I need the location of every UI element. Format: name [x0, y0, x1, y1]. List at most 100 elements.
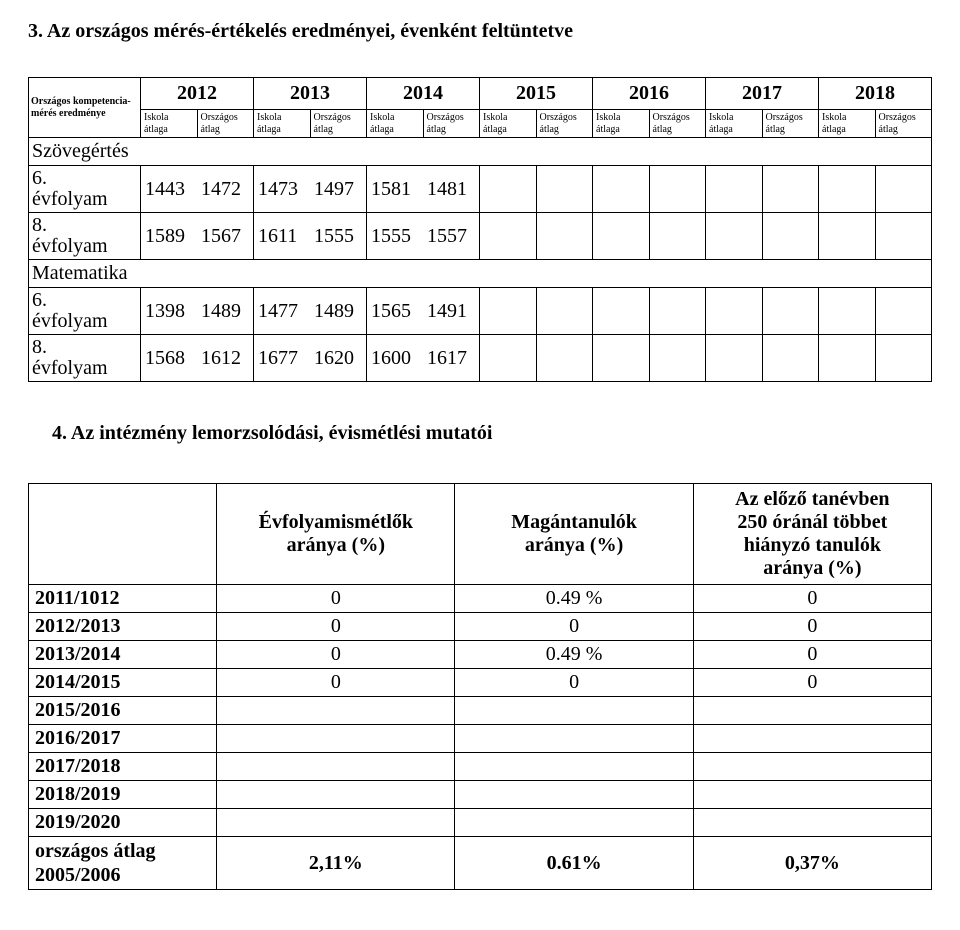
t2-value [693, 781, 931, 809]
t2-value: 0 [455, 613, 693, 641]
t1-value [536, 288, 593, 335]
t1-value [593, 213, 650, 260]
t2-footer-value: 0,37% [693, 837, 931, 890]
t2-value: 0 [217, 613, 455, 641]
t2-value [455, 697, 693, 725]
t1-value: 1398 [141, 288, 198, 335]
t1-value [706, 288, 763, 335]
dropout-table: Évfolyamismétlőkaránya (%)Magántanulókar… [28, 483, 932, 890]
t1-value [762, 288, 819, 335]
t2-empty-header [29, 484, 217, 585]
t1-value: 1477 [254, 288, 311, 335]
t2-row-label: 2019/2020 [29, 809, 217, 837]
t1-grade: 8.évfolyam [29, 213, 141, 260]
t2-value: 0.49 % [455, 641, 693, 669]
t1-value: 1600 [367, 335, 424, 382]
t2-value: 0 [455, 669, 693, 697]
t2-row-label: 2011/1012 [29, 585, 217, 613]
t1-subject: Matematika [29, 260, 932, 288]
t1-value: 1581 [367, 166, 424, 213]
t1-value: 1473 [254, 166, 311, 213]
section4-title: 4. Az intézmény lemorzsolódási, évismétl… [52, 422, 932, 445]
t1-value [536, 213, 593, 260]
t1-value [819, 166, 876, 213]
t1-value: 1443 [141, 166, 198, 213]
t2-value: 0 [217, 641, 455, 669]
t1-subheader: Iskola átlaga [144, 112, 194, 135]
t1-value: 1489 [197, 288, 254, 335]
t2-value [217, 753, 455, 781]
t2-value [693, 809, 931, 837]
t1-subheader: Országos átlag [427, 112, 477, 135]
t1-value: 1497 [310, 166, 367, 213]
t1-value: 1557 [423, 213, 480, 260]
t1-value: 1568 [141, 335, 198, 382]
t1-subheader: Országos átlag [653, 112, 703, 135]
t2-value [455, 725, 693, 753]
t2-row-label: 2017/2018 [29, 753, 217, 781]
t1-value [480, 288, 537, 335]
t1-value: 1491 [423, 288, 480, 335]
t1-year: 2016 [593, 78, 706, 110]
t1-value: 1620 [310, 335, 367, 382]
t1-value [762, 213, 819, 260]
t2-value: 0 [693, 585, 931, 613]
t1-value [819, 335, 876, 382]
t2-column-header: Magántanulókaránya (%) [455, 484, 693, 585]
t1-value [593, 166, 650, 213]
t1-value [875, 335, 932, 382]
t1-year: 2012 [141, 78, 254, 110]
t1-subheader: Országos átlag [314, 112, 364, 135]
t1-grade: 6.évfolyam [29, 166, 141, 213]
t1-grade: 6.évfolyam [29, 288, 141, 335]
t1-value: 1567 [197, 213, 254, 260]
t1-value: 1555 [310, 213, 367, 260]
t2-footer-label: országos átlag2005/2006 [29, 837, 217, 890]
t2-value [455, 809, 693, 837]
t2-value [693, 725, 931, 753]
t1-value [536, 166, 593, 213]
t1-year: 2017 [706, 78, 819, 110]
t1-subheader: Iskola átlaga [257, 112, 307, 135]
t2-value: 0.49 % [455, 585, 693, 613]
t1-year: 2013 [254, 78, 367, 110]
t1-value [536, 335, 593, 382]
section3-title: 3. Az országos mérés-értékelés eredménye… [28, 20, 932, 43]
t1-value [875, 213, 932, 260]
t1-value [819, 288, 876, 335]
t1-value: 1611 [254, 213, 311, 260]
t1-value: 1589 [141, 213, 198, 260]
t2-value: 0 [217, 585, 455, 613]
t2-value: 0 [693, 613, 931, 641]
t1-value: 1472 [197, 166, 254, 213]
t1-subject: Szövegértés [29, 138, 932, 166]
t1-value [649, 288, 706, 335]
t1-value [819, 213, 876, 260]
competence-table: Országos kompetencia-mérés eredménye2012… [28, 77, 932, 382]
t2-value: 0 [693, 641, 931, 669]
t2-row-label: 2015/2016 [29, 697, 217, 725]
t2-value [693, 753, 931, 781]
t1-value [480, 166, 537, 213]
t1-value: 1677 [254, 335, 311, 382]
t1-year: 2014 [367, 78, 480, 110]
t1-value [762, 335, 819, 382]
t1-value: 1555 [367, 213, 424, 260]
t1-first-header: Országos kompetencia-mérés eredménye [31, 96, 138, 119]
t1-value: 1481 [423, 166, 480, 213]
t2-row-label: 2012/2013 [29, 613, 217, 641]
t2-value: 0 [693, 669, 931, 697]
t2-footer-value: 0.61% [455, 837, 693, 890]
t1-subheader: Országos átlag [540, 112, 590, 135]
t1-value [593, 335, 650, 382]
t1-value: 1612 [197, 335, 254, 382]
t1-value [593, 288, 650, 335]
t2-row-label: 2018/2019 [29, 781, 217, 809]
t1-grade: 8.évfolyam [29, 335, 141, 382]
t1-value [649, 166, 706, 213]
t1-value [480, 213, 537, 260]
t1-subheader: Iskola átlaga [370, 112, 420, 135]
t1-value [706, 213, 763, 260]
t1-value [649, 213, 706, 260]
t1-subheader: Országos átlag [766, 112, 816, 135]
